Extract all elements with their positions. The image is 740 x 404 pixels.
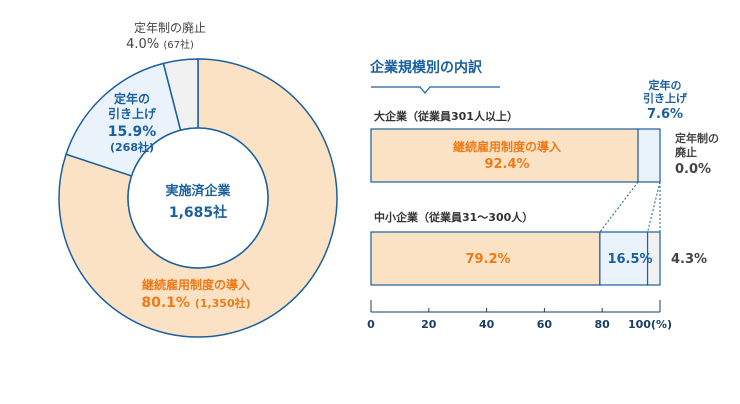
category-label-large: 大企業（従業員301人以上）	[374, 110, 518, 123]
bar-chart-title: 企業規模別の内訳	[370, 60, 482, 76]
x-tick-label-60: 60	[537, 318, 553, 331]
x-tick-label-20: 20	[421, 318, 437, 331]
slice-label-raise-name-1: 定年の	[113, 92, 151, 106]
bar-large-raise-name-1: 定年の	[648, 79, 682, 92]
bar-large-continuation-name: 継続雇用制度の導入	[452, 140, 562, 154]
slice-label-abolish-pct: 4.0%	[126, 37, 160, 52]
slice-label-continuation-count: (1,350社)	[194, 297, 251, 310]
bar-large-raise-name-2: 引き上げ	[643, 92, 687, 105]
donut-center-count: 1,685社	[168, 205, 228, 221]
bar-sme-continuation-value: 79.2%	[465, 252, 511, 267]
bar-sme-raise-value: 16.5%	[607, 252, 653, 267]
slice-label-raise-count: (268社)	[109, 141, 155, 154]
x-tick-label-40: 40	[479, 318, 495, 331]
slice-label-continuation-pct: 80.1%	[141, 295, 190, 311]
bar-large-abolish-value: 0.0%	[675, 162, 712, 177]
bar-large-raise-value: 7.6%	[646, 107, 684, 122]
connector-continuation-end	[599, 181, 639, 233]
slice-label-abolish-count: (67社)	[163, 40, 194, 51]
slice-label-continuation-value: 80.1% (1,350社)	[141, 295, 250, 311]
bar-large-continuation	[370, 128, 639, 183]
bar-large-raise	[637, 128, 661, 183]
bar-sme-abolish	[646, 231, 661, 286]
bar-sme-abolish-value: 4.3%	[671, 252, 708, 267]
slice-label-raise-pct: 15.9%	[107, 124, 157, 140]
category-label-sme: 中小企業（従業員31〜300人）	[374, 211, 534, 224]
x-tick-label-0: 0	[367, 318, 375, 331]
bar-large-abolish-name-1: 定年制の	[675, 132, 719, 145]
connector-raise-end	[647, 181, 661, 233]
bar-large-abolish-name-2: 廃止	[675, 146, 697, 159]
title-underline	[371, 86, 500, 94]
slice-label-abolish-value: 4.0% (67社)	[126, 37, 194, 53]
x-tick-label-80: 80	[595, 318, 611, 331]
x-tick-label-100: 100(%)	[628, 318, 672, 331]
slice-label-abolish-name: 定年制の廃止	[133, 21, 207, 35]
slice-label-continuation-name: 継続雇用制度の導入	[141, 278, 251, 292]
slice-label-raise-name-2: 引き上げ	[107, 107, 157, 121]
bar-large-continuation-value: 92.4%	[484, 157, 530, 172]
donut-hole	[127, 127, 269, 269]
donut-center-title: 実施済企業	[165, 184, 231, 199]
